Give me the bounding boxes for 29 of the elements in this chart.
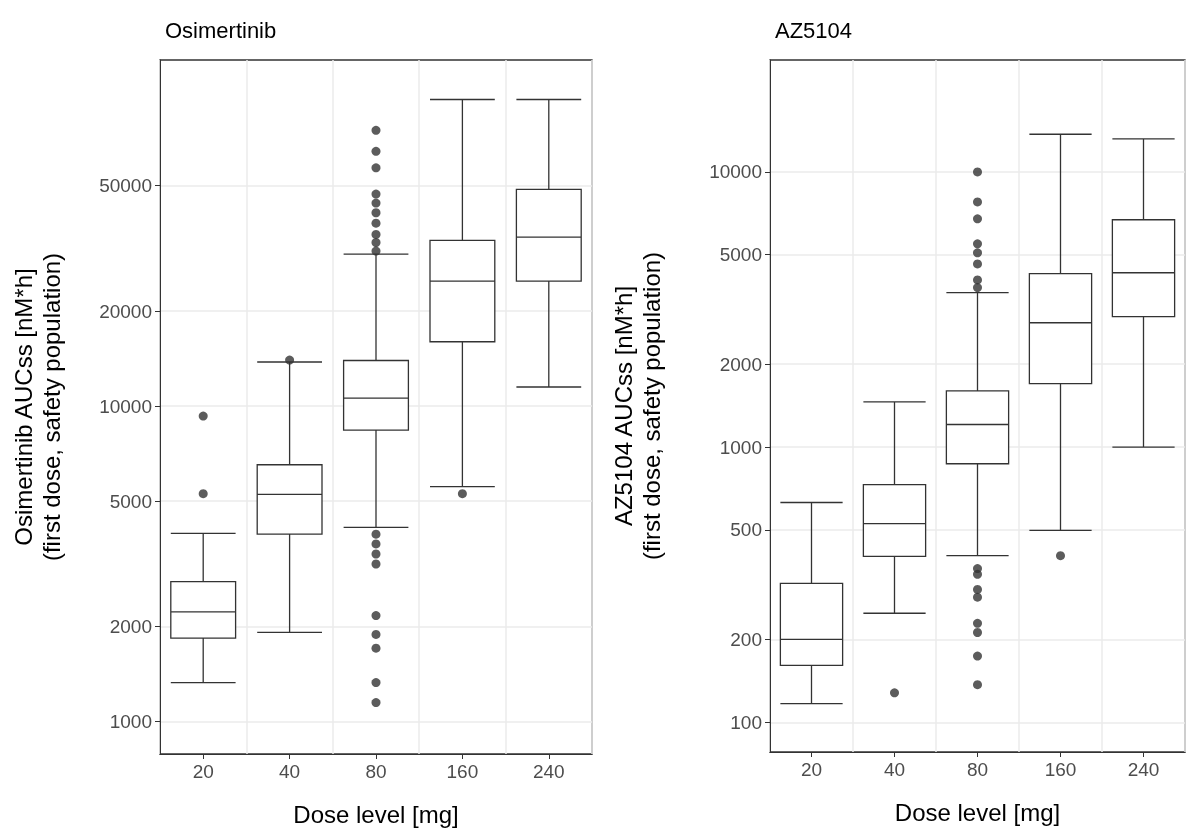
chart-title: AZ5104 <box>775 17 853 43</box>
y-tick-label: 2000 <box>719 353 762 375</box>
x-tick-label: 160 <box>1044 759 1077 780</box>
y-tick-label: 10000 <box>709 161 762 183</box>
y-tick-label: 500 <box>730 519 762 541</box>
y-axis-title: Osimertinib AUCss [nM*h] (first dose, safety population) <box>9 252 65 562</box>
y-tick-label: 5000 <box>719 244 762 266</box>
y-tick-label: 1000 <box>109 711 152 733</box>
x-axis-title: Dose level [mg] <box>293 800 459 828</box>
y-tick-label: 100 <box>730 711 762 733</box>
x-tick-label: 80 <box>365 761 387 782</box>
x-tick-label: 20 <box>800 759 823 780</box>
x-tick-label: 240 <box>532 761 565 782</box>
x-tick-label: 240 <box>1127 759 1160 780</box>
x-tick-label: 40 <box>883 759 906 780</box>
x-tick-label: 160 <box>446 761 479 782</box>
y-tick-label: 1000 <box>719 436 762 458</box>
y-tick-label: 200 <box>730 628 762 650</box>
y-tick-label: 5000 <box>109 490 152 512</box>
x-tick-label: 20 <box>192 761 214 782</box>
y-tick-label: 10000 <box>99 395 152 417</box>
y-tick-label: 50000 <box>99 175 152 197</box>
x-tick-label: 80 <box>966 759 989 780</box>
y-tick-label: 20000 <box>99 300 152 322</box>
y-axis-title: AZ5104 AUCss [nM*h] (first dose, safety population) <box>609 251 665 561</box>
x-axis-title: Dose level [mg] <box>894 798 1061 826</box>
y-tick-label: 2000 <box>109 616 152 638</box>
x-tick-label: 40 <box>279 761 301 782</box>
chart-title: Osimertinib <box>165 17 277 43</box>
